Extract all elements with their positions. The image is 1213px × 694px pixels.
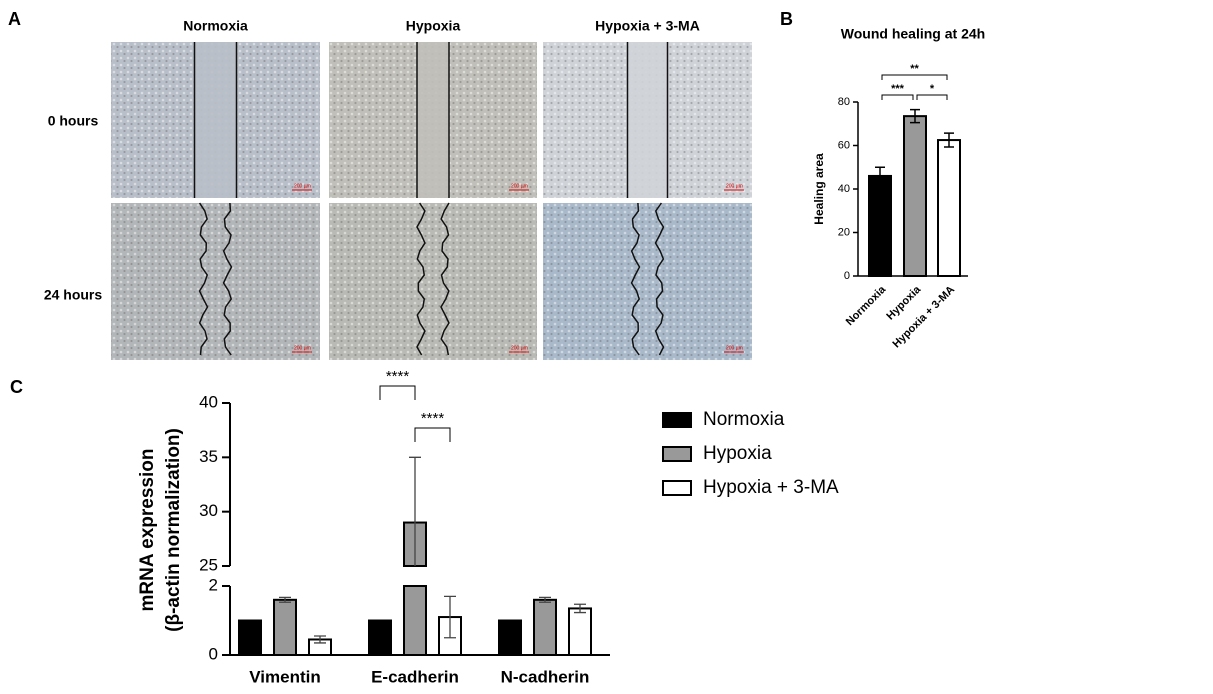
error-bar (875, 166, 885, 186)
y-tick-label: 0 (844, 270, 850, 282)
significance-label: **** (421, 410, 445, 427)
legend-label: Hypoxia + 3-MA (703, 477, 839, 498)
legend-label: Normoxia (703, 409, 785, 430)
y-tick-label: 40 (199, 392, 218, 411)
column-label: Normoxia (183, 18, 248, 34)
scale-bar-label: 200 µm (511, 345, 528, 351)
legend-label: Hypoxia (703, 443, 772, 464)
wound-edge (630, 202, 641, 356)
error-bar (444, 595, 456, 639)
error-bar (279, 596, 291, 603)
micrograph-texture (111, 203, 320, 360)
wound-edge (222, 202, 233, 356)
panel-label: B (780, 9, 793, 29)
wound-edge (416, 202, 426, 356)
bar (368, 619, 392, 656)
significance-bracket (414, 427, 451, 442)
error-bar (539, 596, 551, 603)
scale-bar-label: 200 µm (511, 183, 528, 189)
panel-c: mRNA expression (β-actin normalization) 0 2… (137, 368, 839, 687)
y-tick-label: 2 (209, 575, 218, 594)
error-bar (574, 603, 586, 614)
x-tick-label: Hypoxia + 3-MA (891, 284, 958, 351)
significance-label: *** (891, 83, 905, 95)
significance-label: ** (910, 63, 919, 75)
wound-gap (194, 42, 237, 198)
column-label: Hypoxia + 3-MA (595, 18, 700, 34)
y-axis-label: mRNA expression (137, 449, 158, 612)
wound-gap (627, 42, 668, 198)
x-tick-label: Vimentin (249, 667, 320, 686)
micrograph-texture (329, 203, 537, 360)
y-tick-label: 35 (199, 447, 218, 466)
column-label: Hypoxia (406, 18, 461, 34)
panel-label: A (8, 9, 21, 29)
panel-a: Normoxia Hypoxia Hypoxia + 3-MA 0 hours 200 … (44, 18, 752, 360)
legend-swatch (662, 480, 692, 496)
y-tick-label: 40 (838, 183, 850, 195)
scale-bar-label: 200 µm (726, 183, 743, 189)
legend-swatch (662, 412, 692, 428)
scale-bar-label: 200 µm (294, 183, 311, 189)
bar (937, 139, 961, 277)
y-tick-label: 60 (838, 139, 850, 151)
scale-bar-label: 200 µm (294, 345, 311, 351)
error-bar (409, 456, 421, 566)
significance-bracket (916, 94, 948, 100)
wound-edge (198, 202, 209, 356)
error-bar (944, 132, 954, 148)
y-tick-label: 0 (209, 644, 218, 663)
wound-edge (440, 202, 450, 356)
y-tick-label: 25 (199, 555, 218, 574)
significance-bracket (881, 94, 914, 100)
error-bar (910, 108, 920, 124)
micrograph-texture (543, 203, 752, 360)
bar (868, 174, 892, 277)
y-tick-label: 20 (838, 226, 850, 238)
bar (238, 619, 262, 656)
y-tick-label: 80 (838, 96, 850, 108)
bar (903, 115, 927, 277)
panel-b: Wound healing at 24h Healing area 0 20 40 60 8… (812, 26, 985, 351)
bar (568, 607, 592, 656)
significance-label: **** (386, 368, 410, 385)
bar (273, 598, 297, 656)
wound-edge (654, 202, 665, 356)
bar (498, 619, 522, 656)
y-axis-label: (β-actin normalization) (163, 428, 184, 632)
y-tick-label: 30 (199, 501, 218, 520)
significance-bracket (881, 74, 948, 80)
x-tick-label: N-cadherin (501, 667, 590, 686)
y-axis-label: Healing area (812, 153, 826, 225)
wound-gap (417, 42, 449, 198)
panel-label: C (10, 377, 23, 397)
row-label: 24 hours (44, 287, 103, 303)
significance-label: * (930, 83, 935, 95)
x-tick-label: Normoxia (844, 283, 889, 328)
chart-title: Wound healing at 24h (841, 26, 985, 42)
row-label: 0 hours (48, 113, 99, 129)
bar (533, 598, 557, 656)
bar (403, 585, 427, 656)
error-bar (314, 635, 326, 644)
significance-bracket (379, 385, 416, 400)
x-tick-label: E-cadherin (371, 667, 459, 686)
scale-bar-label: 200 µm (726, 345, 743, 351)
legend-swatch (662, 446, 692, 462)
